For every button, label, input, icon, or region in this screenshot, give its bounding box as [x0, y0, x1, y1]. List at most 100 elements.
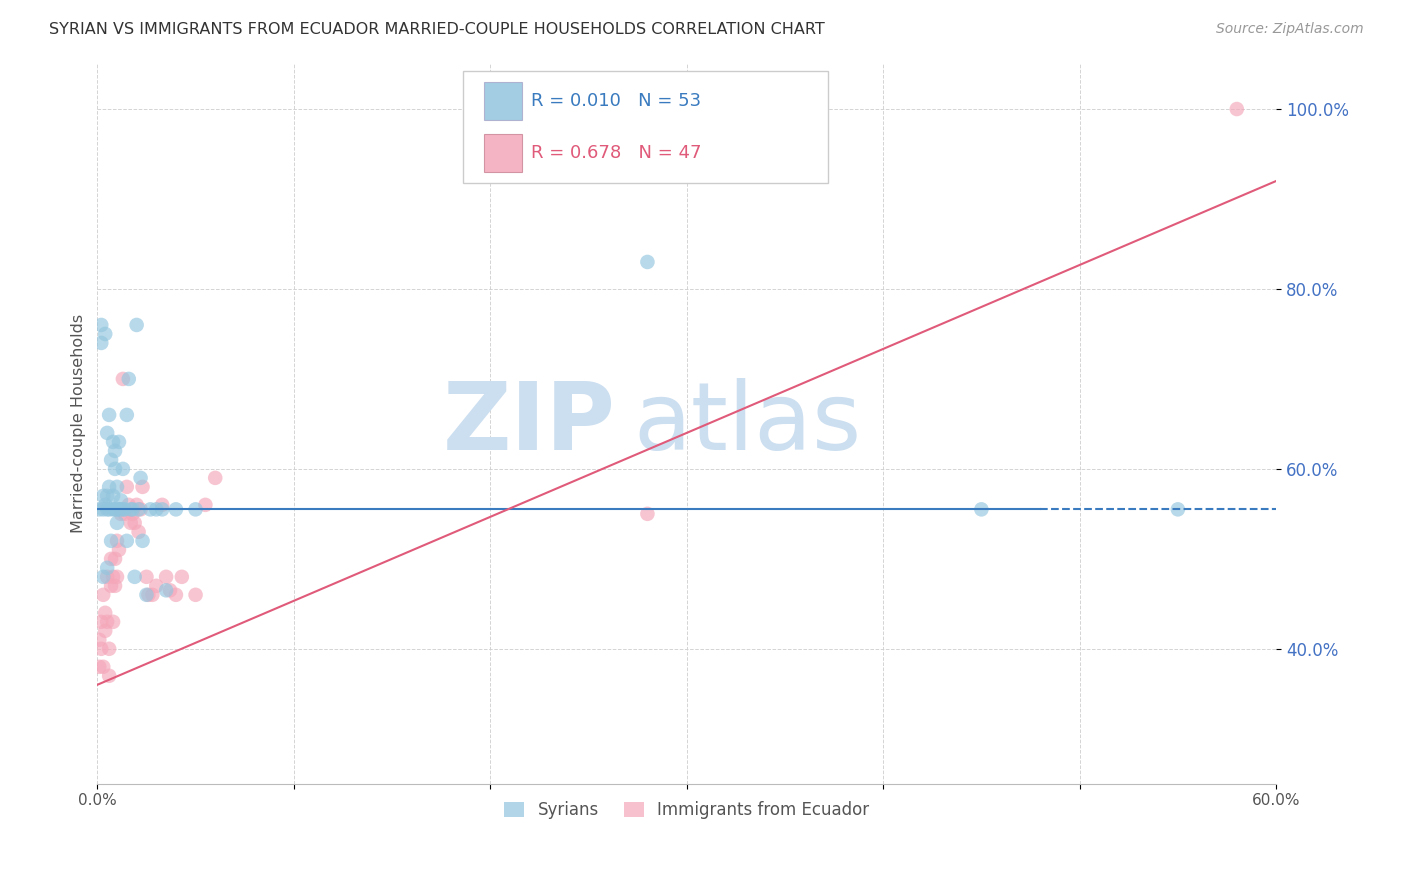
Point [101, 489, 124, 503]
Point [141, 588, 163, 602]
Point [194, 498, 217, 512]
Point [105, 570, 128, 584]
Point [121, 507, 143, 521]
Point [108, 502, 131, 516]
Text: atlas: atlas [634, 378, 862, 470]
Point [1226, 102, 1249, 116]
Point [104, 579, 127, 593]
Point [105, 502, 128, 516]
Point [91, 660, 114, 674]
Point [145, 579, 167, 593]
Point [98, 641, 121, 656]
Point [96, 489, 118, 503]
Point [111, 462, 134, 476]
Point [100, 453, 122, 467]
Point [94, 624, 117, 638]
Point [89, 502, 111, 516]
Point [96, 561, 118, 575]
Point [94, 498, 117, 512]
Point [100, 579, 122, 593]
Text: SYRIAN VS IMMIGRANTS FROM ECUADOR MARRIED-COUPLE HOUSEHOLDS CORRELATION CHART: SYRIAN VS IMMIGRANTS FROM ECUADOR MARRIE… [49, 22, 825, 37]
Point [125, 318, 148, 332]
FancyBboxPatch shape [484, 82, 522, 120]
Point [108, 434, 131, 449]
Point [115, 408, 138, 422]
Point [111, 502, 134, 516]
FancyBboxPatch shape [463, 71, 828, 183]
Point [135, 570, 157, 584]
Point [139, 502, 162, 516]
Point [115, 480, 138, 494]
Point [155, 583, 177, 598]
Point [129, 471, 152, 485]
Point [115, 533, 138, 548]
Point [110, 493, 132, 508]
Point [101, 615, 124, 629]
FancyBboxPatch shape [484, 135, 522, 172]
Point [96, 425, 118, 440]
Y-axis label: Married-couple Households: Married-couple Households [72, 314, 86, 533]
Point [636, 507, 658, 521]
Point [101, 502, 124, 516]
Point [98, 669, 121, 683]
Point [121, 502, 143, 516]
Point [165, 588, 187, 602]
Point [636, 255, 658, 269]
Point [91, 588, 114, 602]
Point [155, 570, 177, 584]
Point [89, 660, 111, 674]
Point [91, 489, 114, 503]
Point [1167, 502, 1189, 516]
Point [108, 542, 131, 557]
Point [129, 502, 152, 516]
Point [105, 533, 128, 548]
Point [90, 335, 112, 350]
Point [165, 502, 187, 516]
Point [120, 516, 142, 530]
Point [91, 570, 114, 584]
Point [104, 443, 127, 458]
Point [114, 502, 136, 516]
Point [110, 507, 132, 521]
Text: R = 0.010   N = 53: R = 0.010 N = 53 [531, 92, 702, 110]
Point [118, 498, 141, 512]
Point [184, 502, 207, 516]
Point [184, 588, 207, 602]
Point [128, 524, 150, 539]
Point [94, 606, 117, 620]
Point [135, 588, 157, 602]
Point [204, 471, 226, 485]
Point [105, 516, 128, 530]
Point [120, 502, 142, 516]
Text: ZIP: ZIP [443, 378, 616, 470]
Point [159, 583, 181, 598]
Point [170, 570, 193, 584]
Point [96, 502, 118, 516]
Point [118, 372, 141, 386]
Point [101, 570, 124, 584]
Point [145, 502, 167, 516]
Point [98, 480, 121, 494]
Point [124, 516, 146, 530]
Point [105, 480, 128, 494]
Text: Source: ZipAtlas.com: Source: ZipAtlas.com [1216, 22, 1364, 37]
Point [90, 615, 112, 629]
Point [150, 498, 173, 512]
Point [131, 533, 153, 548]
Point [96, 615, 118, 629]
Point [98, 408, 121, 422]
Legend: Syrians, Immigrants from Ecuador: Syrians, Immigrants from Ecuador [498, 795, 876, 826]
Point [104, 551, 127, 566]
Point [96, 570, 118, 584]
Point [104, 462, 127, 476]
Point [100, 533, 122, 548]
Point [111, 372, 134, 386]
Point [125, 498, 148, 512]
Point [91, 502, 114, 516]
Point [101, 434, 124, 449]
Point [100, 551, 122, 566]
Point [970, 502, 993, 516]
Point [89, 632, 111, 647]
Point [94, 326, 117, 341]
Text: R = 0.678   N = 47: R = 0.678 N = 47 [531, 145, 702, 162]
